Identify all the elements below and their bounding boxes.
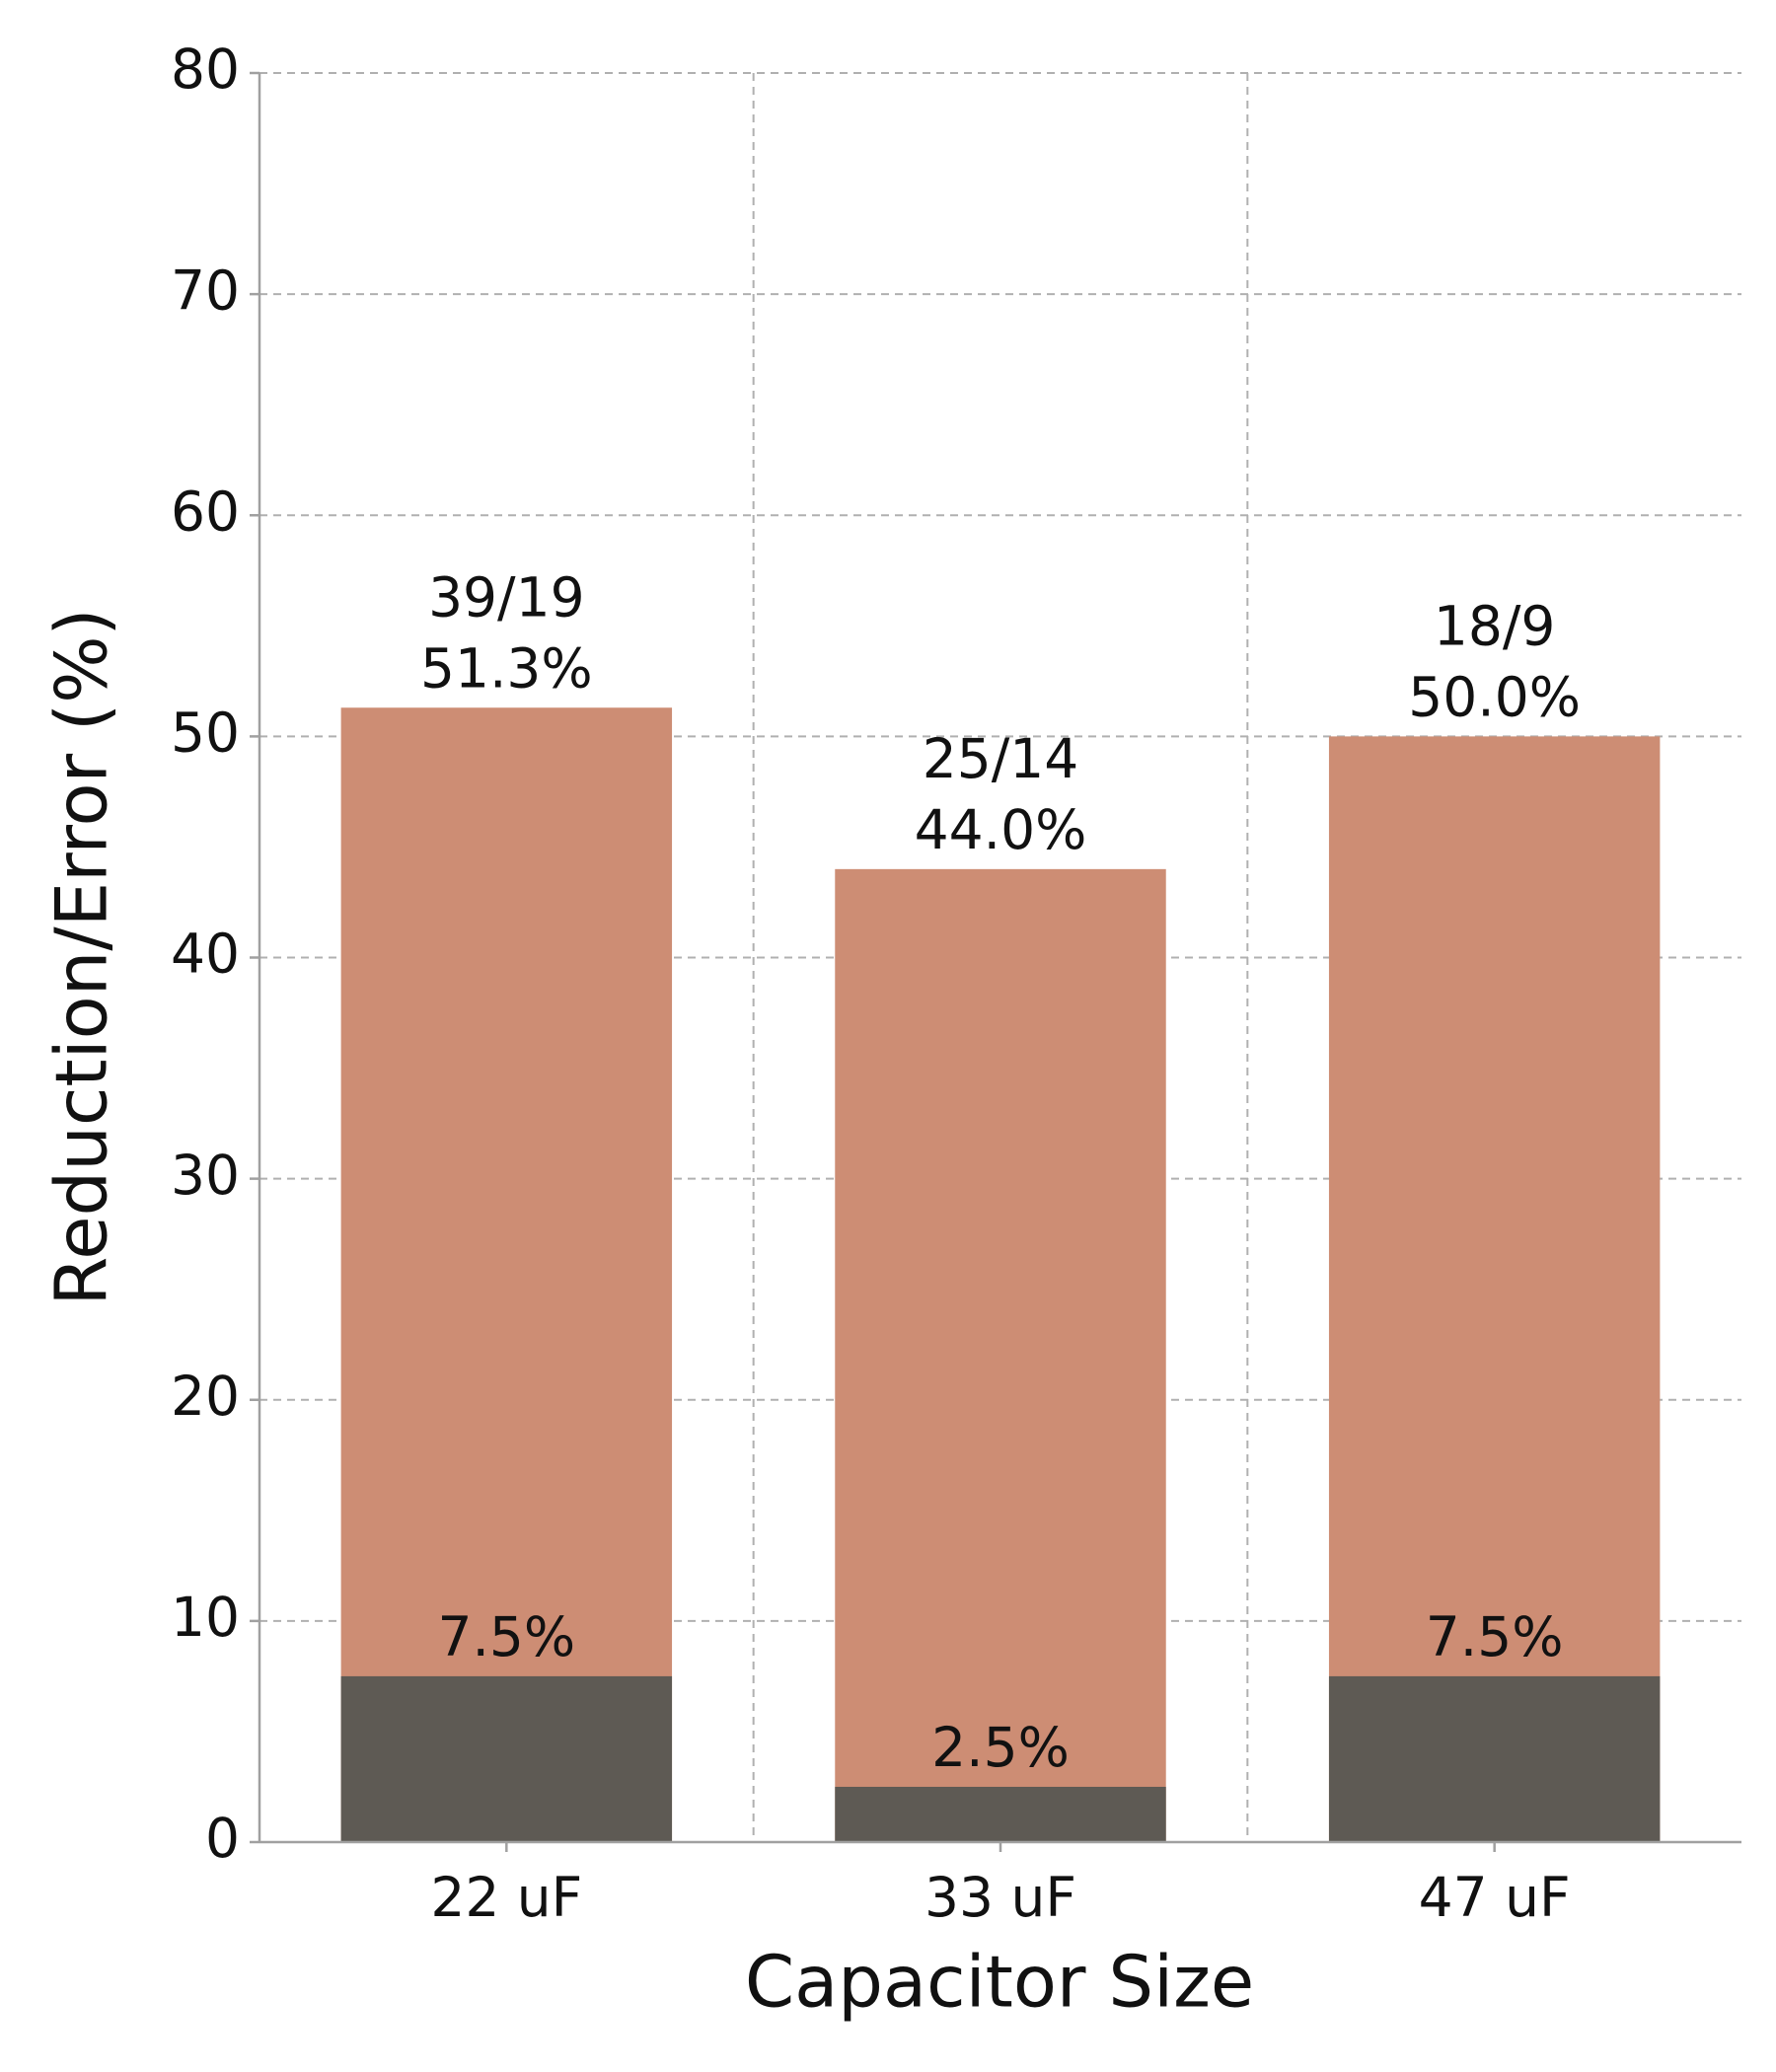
bar: [1328, 736, 1661, 1842]
bar: [835, 1786, 1166, 1842]
value-label: 44.0%: [915, 798, 1087, 861]
x-tick-label: 47 uF: [1419, 1866, 1571, 1929]
y-tick-label: 20: [171, 1365, 240, 1428]
y-tick-label: 70: [171, 259, 240, 322]
x-tick-label: 22 uF: [430, 1866, 582, 1929]
bar: [835, 868, 1166, 1842]
value-label: 51.3%: [420, 636, 593, 700]
x-axis-label: Capacitor Size: [745, 1941, 1254, 2024]
y-tick-label: 40: [171, 923, 240, 986]
y-tick-label: 80: [171, 37, 240, 101]
value-label: 2.5%: [931, 1716, 1070, 1779]
annotation: 18/9: [1434, 595, 1556, 658]
y-axis-label: Reduction/Error (%): [40, 608, 123, 1305]
bar: [340, 707, 673, 1842]
value-label: 7.5%: [1426, 1605, 1564, 1668]
y-tick-label: 10: [171, 1586, 240, 1649]
y-tick-label: 30: [171, 1144, 240, 1207]
x-tick-label: 33 uF: [925, 1866, 1076, 1929]
value-label: 7.5%: [437, 1605, 575, 1668]
y-tick-label: 60: [171, 480, 240, 543]
value-label: 50.0%: [1408, 666, 1581, 729]
bar: [340, 1675, 673, 1842]
annotation: 39/19: [428, 565, 585, 629]
bar: [1328, 1675, 1661, 1842]
y-tick-label: 50: [171, 702, 240, 765]
annotation: 25/14: [923, 727, 1079, 790]
y-tick-label: 0: [205, 1807, 240, 1870]
